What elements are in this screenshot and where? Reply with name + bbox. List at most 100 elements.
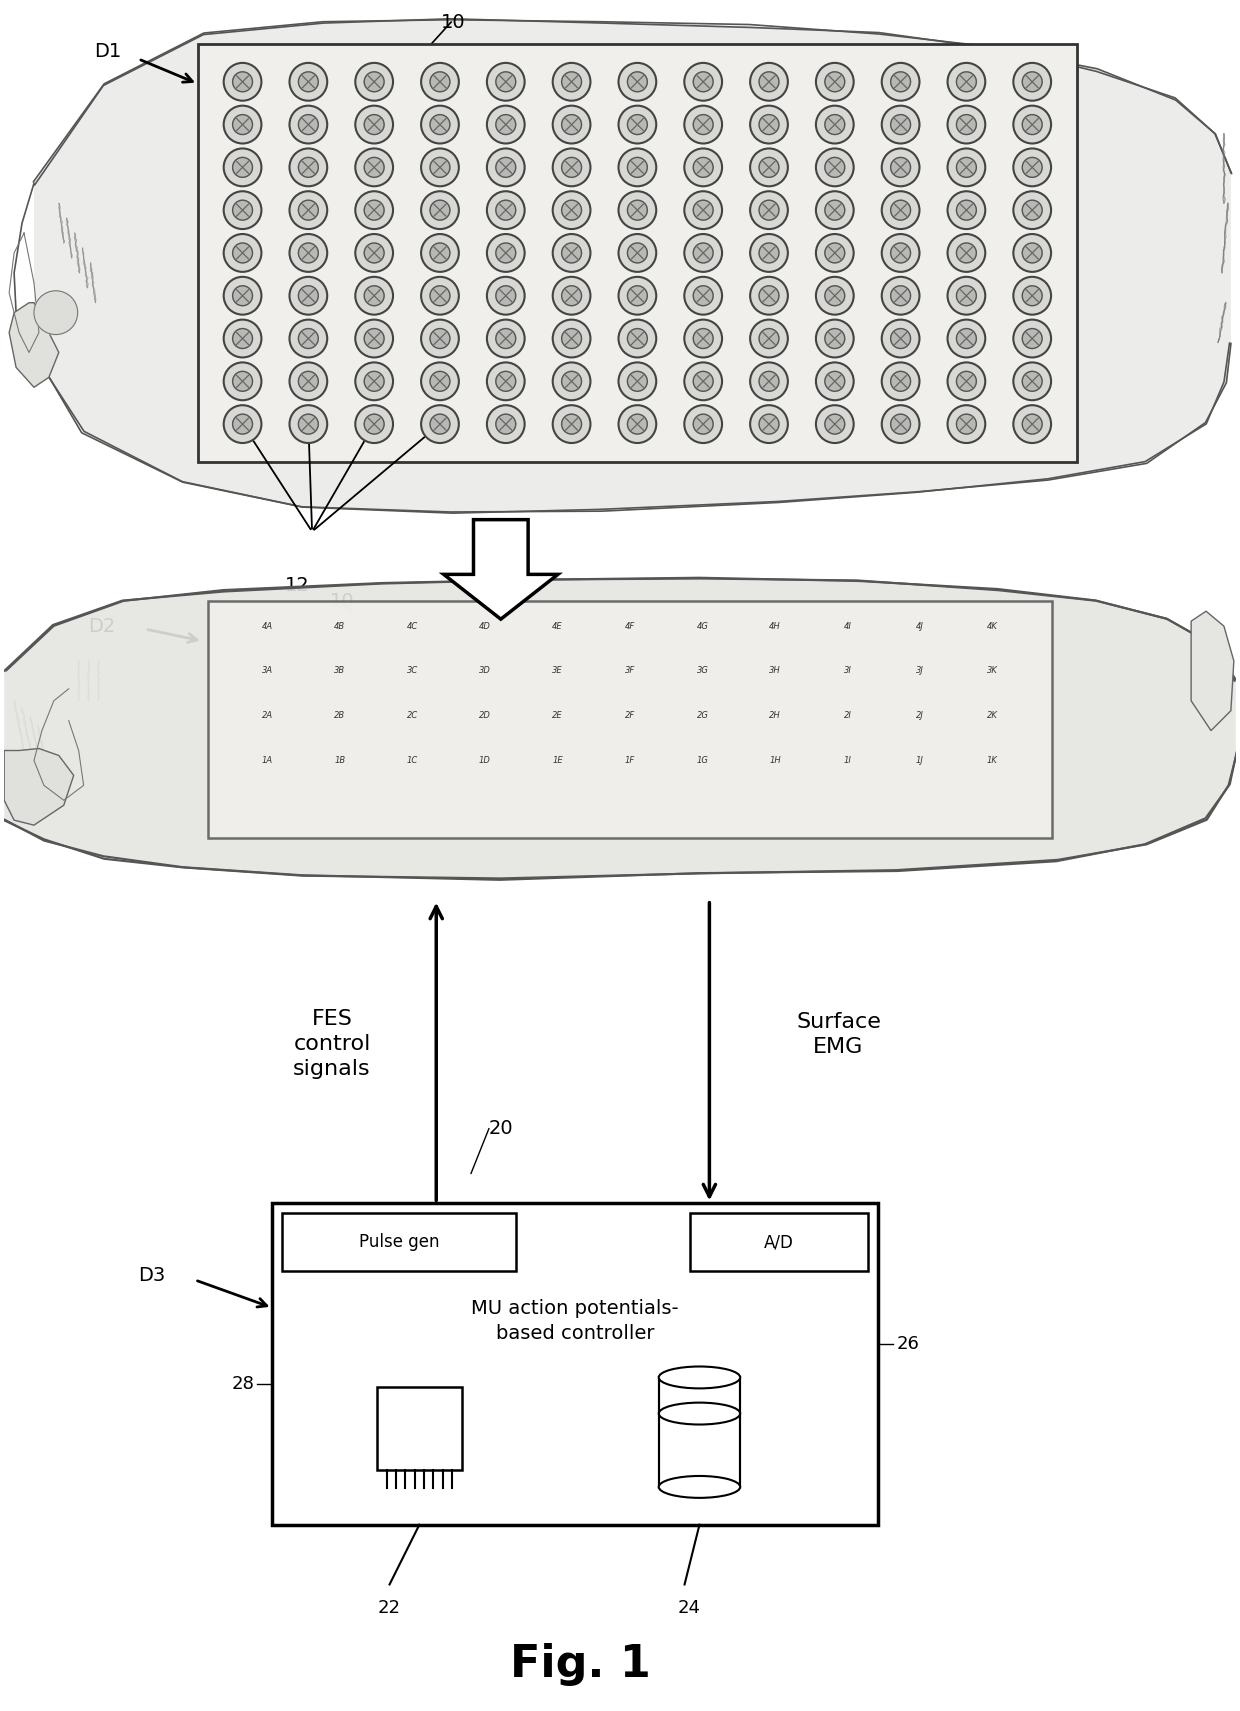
Circle shape: [487, 406, 525, 443]
Text: 28: 28: [232, 1376, 254, 1393]
Circle shape: [759, 371, 779, 392]
Circle shape: [890, 286, 910, 306]
Circle shape: [759, 286, 779, 306]
Circle shape: [299, 286, 319, 306]
Circle shape: [1013, 63, 1052, 101]
Circle shape: [487, 234, 525, 272]
Circle shape: [223, 63, 262, 101]
Text: 1H: 1H: [769, 756, 781, 765]
Circle shape: [619, 363, 656, 400]
Text: 2C: 2C: [407, 712, 418, 720]
Circle shape: [299, 414, 319, 435]
Text: A/D: A/D: [764, 1234, 794, 1251]
Circle shape: [1022, 72, 1042, 92]
Circle shape: [233, 115, 253, 135]
Text: Pulse gen: Pulse gen: [358, 1234, 439, 1251]
Circle shape: [816, 192, 853, 229]
Circle shape: [825, 157, 844, 178]
Text: 4F: 4F: [625, 621, 635, 631]
Circle shape: [356, 277, 393, 315]
Text: 3B: 3B: [335, 666, 346, 676]
Circle shape: [890, 72, 910, 92]
Circle shape: [627, 414, 647, 435]
Circle shape: [223, 320, 262, 358]
Circle shape: [627, 157, 647, 178]
Polygon shape: [4, 748, 73, 825]
FancyBboxPatch shape: [198, 44, 1076, 462]
Circle shape: [1022, 414, 1042, 435]
Circle shape: [890, 200, 910, 221]
Text: 22: 22: [378, 1600, 401, 1617]
Circle shape: [816, 106, 853, 144]
Circle shape: [947, 320, 986, 358]
Circle shape: [619, 192, 656, 229]
Circle shape: [882, 234, 920, 272]
Circle shape: [693, 371, 713, 392]
Circle shape: [1013, 363, 1052, 400]
Circle shape: [553, 63, 590, 101]
Circle shape: [619, 106, 656, 144]
Circle shape: [947, 149, 986, 186]
Circle shape: [684, 106, 722, 144]
Circle shape: [684, 320, 722, 358]
Circle shape: [562, 286, 582, 306]
Circle shape: [365, 329, 384, 349]
Circle shape: [956, 200, 976, 221]
Text: 2D: 2D: [479, 712, 491, 720]
Text: 4C: 4C: [407, 621, 418, 631]
Circle shape: [562, 157, 582, 178]
Text: 2E: 2E: [552, 712, 563, 720]
Circle shape: [956, 414, 976, 435]
Text: 4I: 4I: [843, 621, 852, 631]
Circle shape: [553, 234, 590, 272]
Circle shape: [422, 234, 459, 272]
Circle shape: [487, 63, 525, 101]
Circle shape: [750, 63, 787, 101]
Circle shape: [233, 414, 253, 435]
Ellipse shape: [658, 1403, 740, 1425]
Circle shape: [1013, 320, 1052, 358]
Circle shape: [562, 414, 582, 435]
Circle shape: [825, 72, 844, 92]
Circle shape: [422, 363, 459, 400]
Circle shape: [223, 406, 262, 443]
Circle shape: [496, 286, 516, 306]
Text: 1D: 1D: [479, 756, 491, 765]
Circle shape: [882, 63, 920, 101]
Circle shape: [430, 371, 450, 392]
Circle shape: [233, 329, 253, 349]
Circle shape: [422, 149, 459, 186]
Circle shape: [430, 72, 450, 92]
Circle shape: [627, 243, 647, 263]
Circle shape: [1013, 234, 1052, 272]
Circle shape: [956, 243, 976, 263]
Circle shape: [365, 157, 384, 178]
Circle shape: [562, 200, 582, 221]
Circle shape: [430, 200, 450, 221]
FancyBboxPatch shape: [377, 1388, 461, 1470]
Circle shape: [882, 320, 920, 358]
Circle shape: [816, 277, 853, 315]
Text: 3K: 3K: [987, 666, 998, 676]
Circle shape: [562, 329, 582, 349]
Circle shape: [33, 291, 78, 335]
Text: 1A: 1A: [262, 756, 273, 765]
Circle shape: [816, 63, 853, 101]
Text: 1E: 1E: [552, 756, 563, 765]
Circle shape: [1013, 106, 1052, 144]
Circle shape: [356, 63, 393, 101]
Text: 4E: 4E: [552, 621, 563, 631]
Circle shape: [1013, 192, 1052, 229]
Circle shape: [223, 149, 262, 186]
Circle shape: [627, 371, 647, 392]
Circle shape: [816, 149, 853, 186]
Text: 2I: 2I: [843, 712, 852, 720]
Text: 2B: 2B: [335, 712, 346, 720]
Circle shape: [619, 320, 656, 358]
Circle shape: [816, 406, 853, 443]
Circle shape: [684, 234, 722, 272]
Text: 2H: 2H: [769, 712, 781, 720]
Circle shape: [299, 243, 319, 263]
Circle shape: [223, 363, 262, 400]
Circle shape: [882, 149, 920, 186]
